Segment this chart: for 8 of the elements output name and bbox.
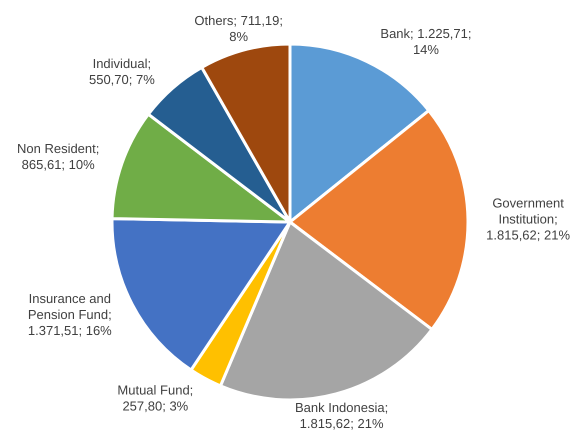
slice-label: Individual; 550,70; 7% (88, 56, 156, 88)
slice-label: Bank Indonesia; 1.815,62; 21% (294, 400, 388, 431)
slice-label: Mutual Fund; 257,80; 3% (117, 382, 194, 414)
slice-label: Others; 711,19; 8% (194, 13, 284, 44)
slice-label: Non Resident; 865,61; 10% (17, 140, 100, 172)
slice-label: Insurance and Pension Fund; 1.371,51; 16% (28, 291, 112, 338)
slice-label: Bank; 1.225,71; 14% (380, 26, 472, 58)
slice-label: Government Institution; 1.815,62; 21% (486, 196, 570, 243)
